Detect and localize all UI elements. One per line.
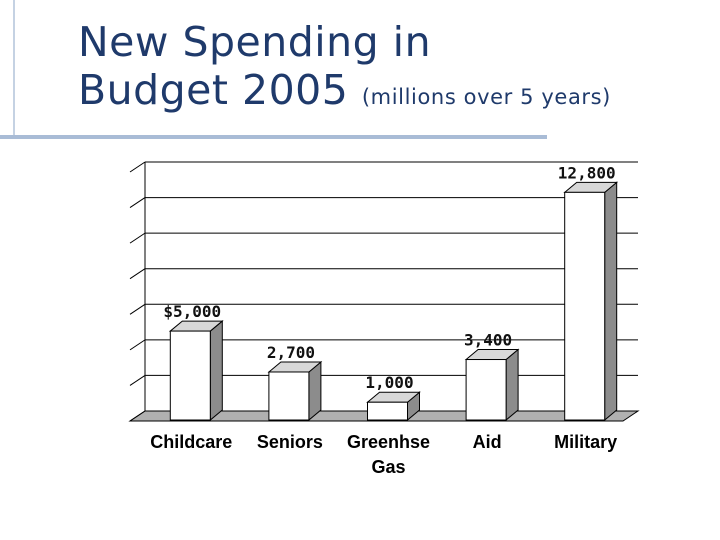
decorative-vertical-rule <box>13 0 15 137</box>
bar <box>268 371 310 421</box>
bar-side <box>505 348 519 422</box>
bar <box>465 359 507 421</box>
bar <box>564 191 606 421</box>
category-label: Childcare <box>150 432 232 452</box>
bar-side <box>604 181 618 422</box>
category-label: Seniors <box>257 432 323 452</box>
data-label: 12,800 <box>558 163 616 182</box>
bar-side <box>209 320 223 422</box>
data-label: $5,000 <box>163 302 221 321</box>
page-title: New Spending in Budget 2005 (millions ove… <box>78 18 611 121</box>
gridline-tick <box>129 232 146 244</box>
title-underline <box>0 135 547 139</box>
gridline-tick <box>129 303 146 315</box>
category-label: Greenhse <box>347 432 430 452</box>
gridline-tick <box>129 410 146 422</box>
gridline-tick <box>129 268 146 280</box>
gridline-tick <box>129 375 146 386</box>
category-label: Aid <box>473 432 502 452</box>
data-label: 1,000 <box>365 373 413 392</box>
data-label: 3,400 <box>464 331 512 350</box>
title-subtitle: (millions over 5 years) <box>361 85 611 109</box>
gridline-tick <box>129 339 146 351</box>
gridline-tick <box>129 197 146 208</box>
bar <box>367 401 408 421</box>
category-label: Gas <box>371 457 405 477</box>
gridline-tick <box>129 161 146 173</box>
title-line-1: New Spending in <box>78 18 432 66</box>
bar <box>169 330 211 421</box>
title-line-2: Budget 2005 <box>78 66 349 114</box>
data-label: 2,700 <box>267 343 315 362</box>
category-label: Military <box>554 432 617 452</box>
